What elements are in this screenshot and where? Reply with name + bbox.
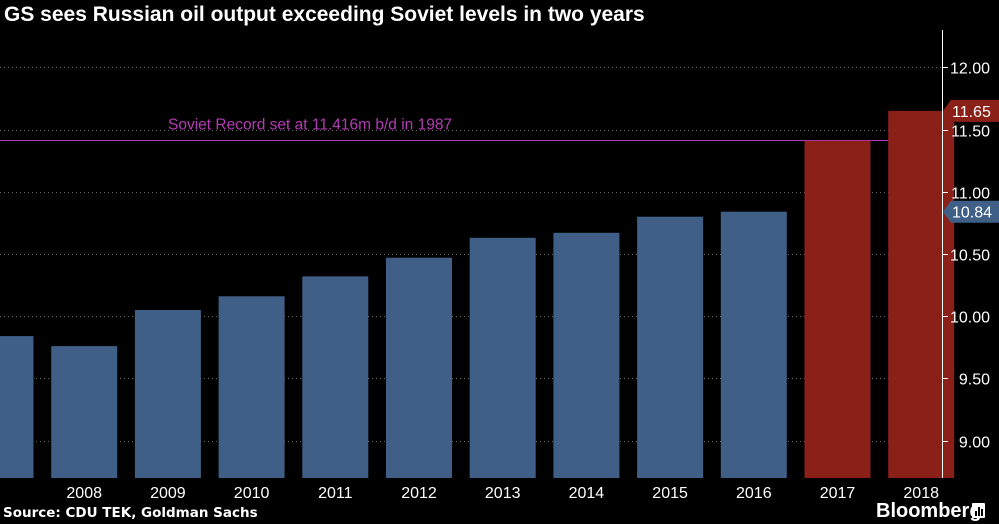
bloomberg-logo: Bloomberg (876, 500, 982, 522)
y-tick-label: 10.00 (950, 310, 990, 327)
x-tick-label: 2014 (569, 485, 605, 502)
soviet-record-label: Soviet Record set at 11.416m b/d in 1987 (168, 117, 452, 134)
value-tags: 11.65 10.84 (943, 99, 999, 223)
x-tick-label: 2016 (736, 485, 772, 502)
bar-2014 (553, 232, 620, 478)
bar-2013 (469, 237, 536, 478)
y-tick-label: 11.50 (951, 124, 990, 141)
chart-title: GS sees Russian oil output exceeding Sov… (4, 3, 645, 26)
y-tick-label: 9.00 (959, 435, 990, 452)
x-tick-label: 2010 (234, 485, 270, 502)
y-tick-label: 11.00 (951, 186, 990, 203)
bar-2015 (637, 216, 704, 478)
bar-2016 (720, 211, 787, 478)
source-note: Source: CDU TEK, Goldman Sachs (3, 505, 258, 521)
bar-2018 (888, 110, 955, 479)
bar-2010 (218, 296, 285, 478)
bar-2017 (804, 140, 871, 479)
bloomberg-chart-icon (972, 503, 985, 518)
value-tag-label: 11.65 (952, 104, 991, 121)
y-tick-label: 12.00 (950, 61, 990, 78)
bar-2009 (134, 310, 201, 478)
x-tick-label: 2012 (401, 485, 437, 502)
bar-2011 (302, 276, 369, 478)
value-tag-box (943, 200, 999, 223)
x-tick-label: 2013 (485, 485, 521, 502)
x-axis-labels: 2008 2009 2010 2011 2012 2013 2014 2015 2016 2017… (66, 485, 939, 502)
bar-2008 (51, 346, 118, 478)
value-tag-label: 10.84 (952, 205, 992, 222)
y-tick-label: 9.50 (959, 372, 990, 389)
bar-2007 (0, 336, 34, 478)
value-tag-box (943, 99, 999, 122)
x-tick-label: 2009 (150, 485, 186, 502)
y-tick-label: 10.50 (950, 248, 990, 265)
reference-line-group: Soviet Record set at 11.416m b/d in 1987 (0, 117, 942, 141)
x-tick-label: 2015 (652, 485, 688, 502)
y-axis: 9.00 9.50 10.00 10.50 11.00 11.50 12.00 (942, 30, 990, 478)
x-tick-label: 2017 (820, 485, 856, 502)
x-tick-label: 2011 (318, 485, 353, 502)
bar-2012 (386, 257, 452, 478)
x-tick-label: 2008 (66, 485, 102, 502)
x-tick-label: 2018 (903, 485, 939, 502)
bars (0, 110, 955, 479)
